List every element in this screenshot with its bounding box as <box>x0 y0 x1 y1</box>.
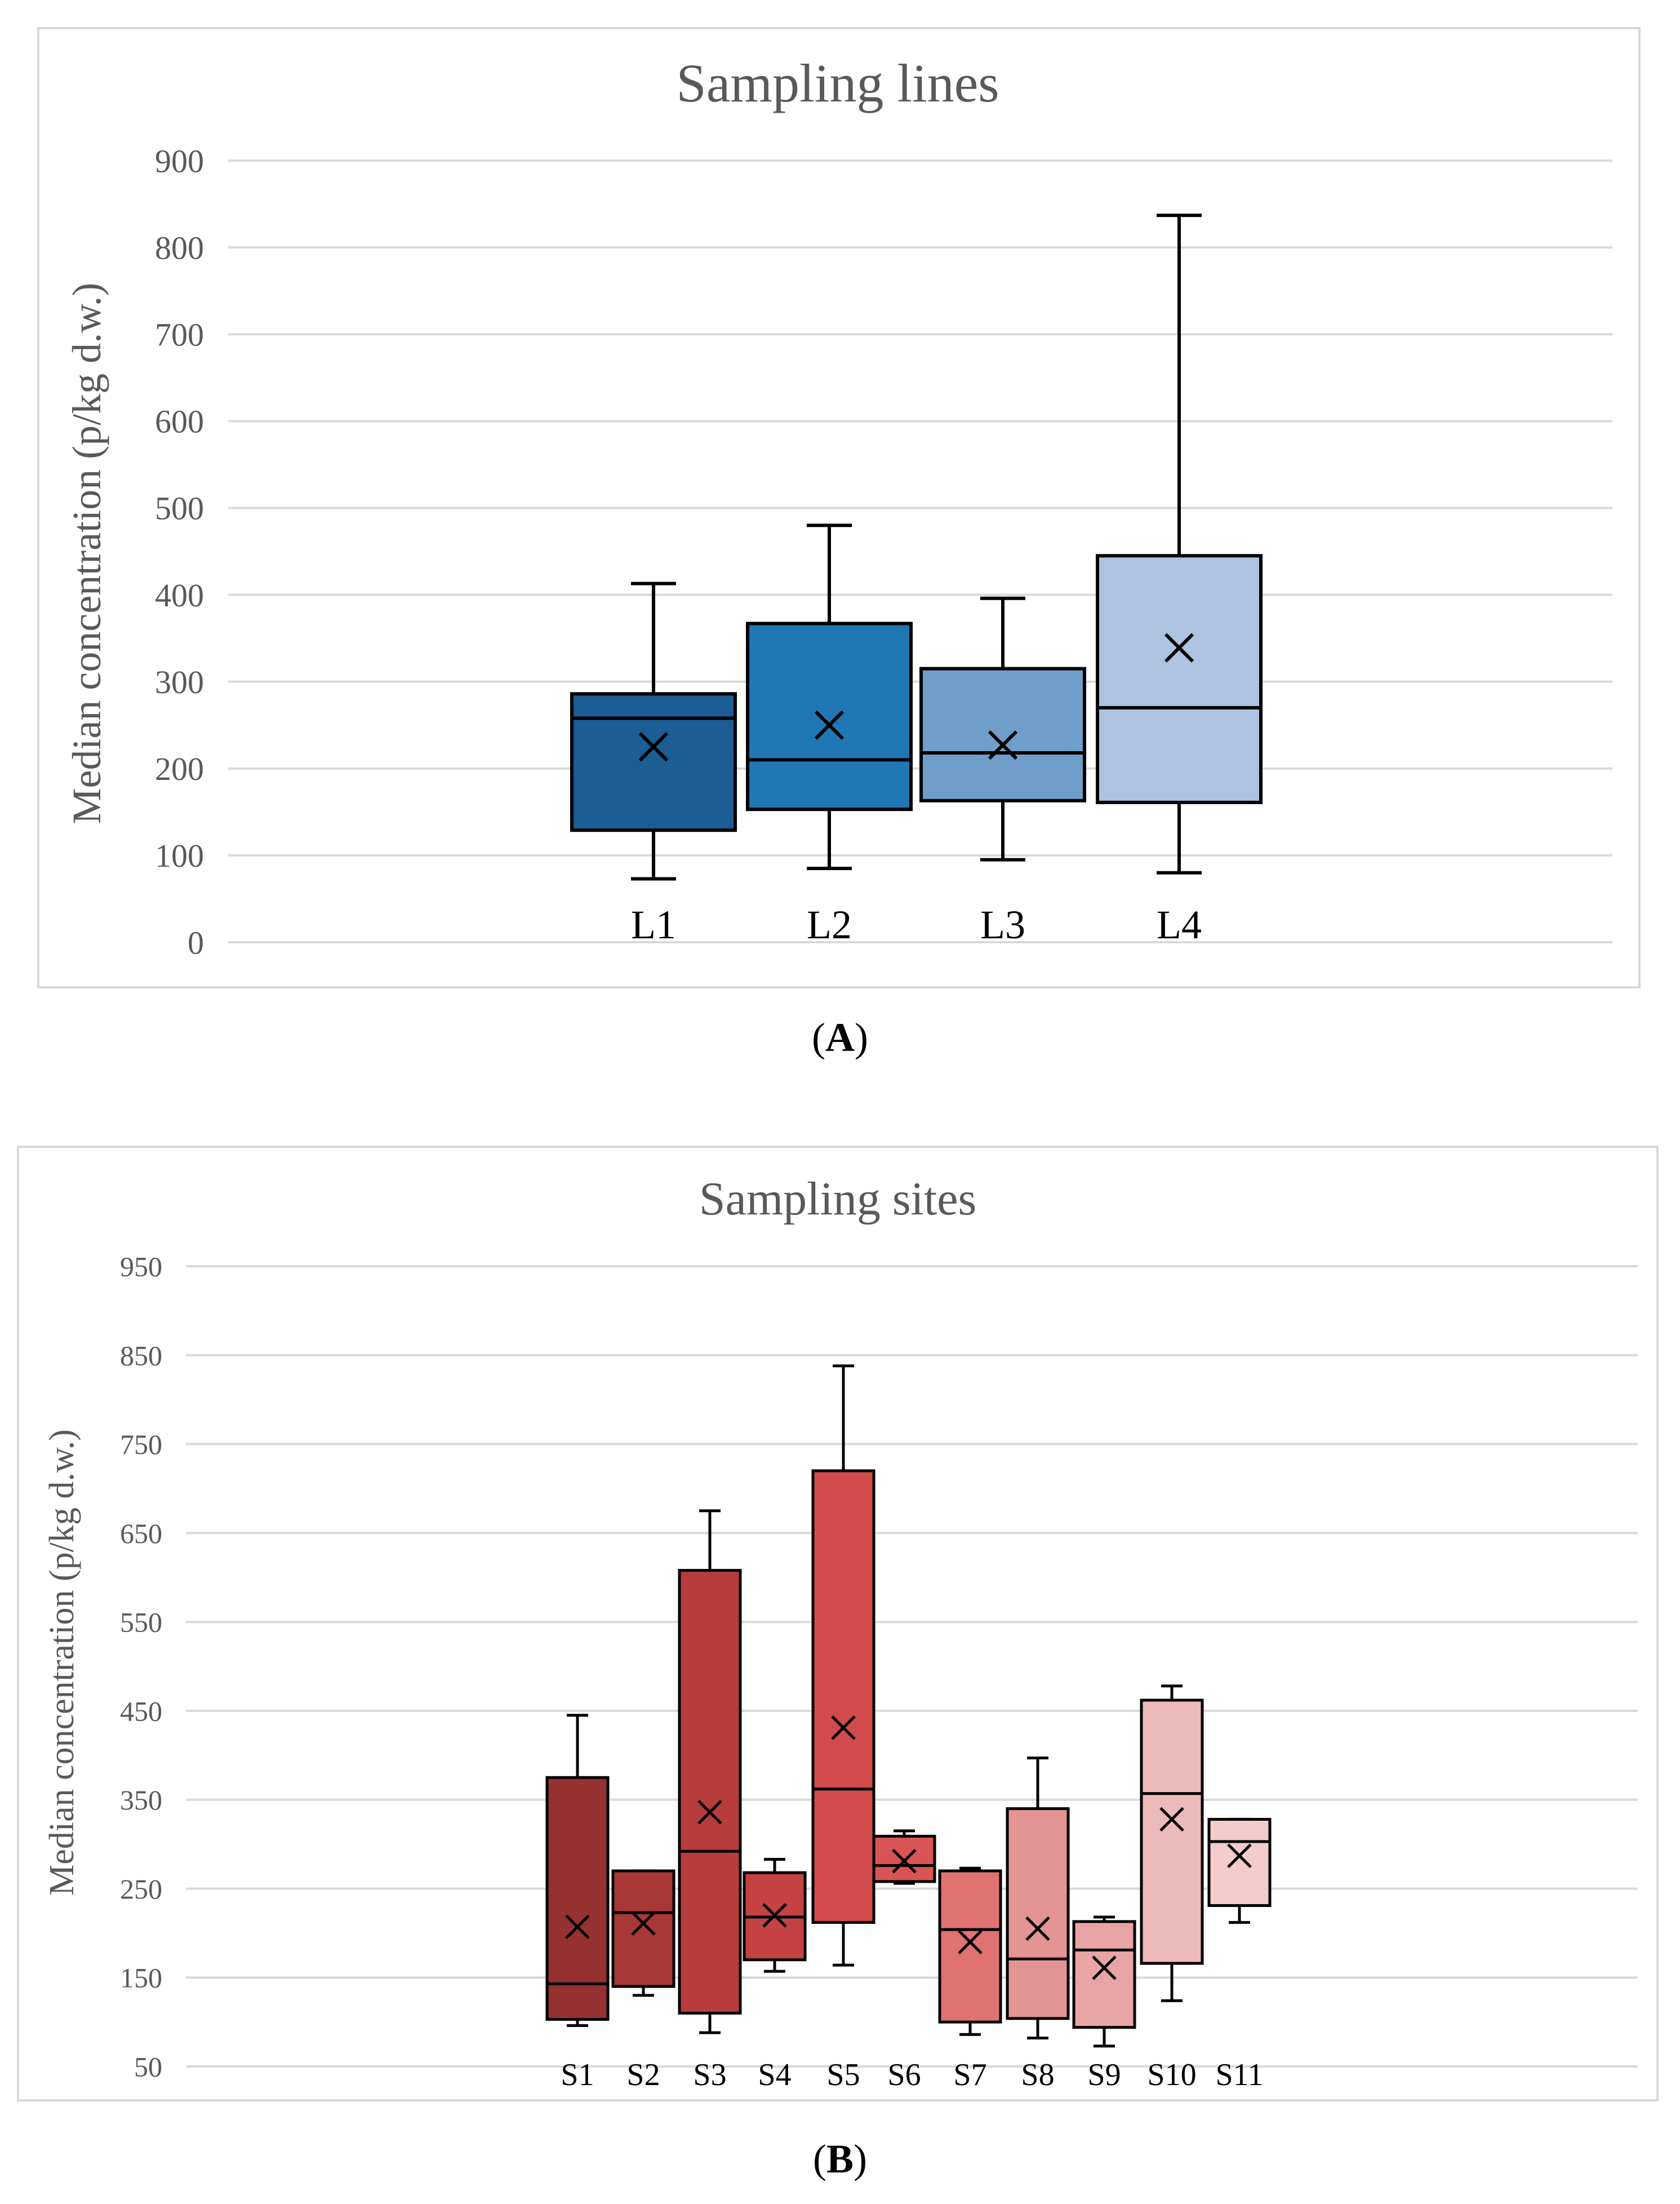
chart-b-category-label-s2: S2 <box>626 2057 660 2092</box>
chart-b-mean-marker-s2 <box>631 1911 656 1936</box>
chart-b-category-label-s3: S3 <box>693 2057 726 2092</box>
chart-b-box-s9 <box>1072 1920 1136 2029</box>
chart-b-mean-marker-s10 <box>1159 1807 1184 1832</box>
chart-a-y-tick-label: 400 <box>155 577 204 614</box>
chart-b-y-axis-label: Median concentration (p/kg d.w.) <box>43 1429 81 1896</box>
chart-b-mean-marker-s4 <box>762 1903 787 1928</box>
chart-a-y-tick-label: 200 <box>155 751 204 787</box>
chart-a-mean-marker-l4 <box>1164 633 1194 663</box>
chart-b-mean-marker-s7 <box>958 1930 983 1954</box>
chart-b-y-tick-label: 850 <box>120 1340 162 1371</box>
chart-a-category-label-l3: L3 <box>980 902 1025 947</box>
chart-b-category-label-s5: S5 <box>826 2057 860 2092</box>
chart-b-box-s6 <box>872 1834 936 1883</box>
caption-a: (A) <box>812 1015 868 1060</box>
chart-b-box-s3 <box>678 1569 742 2015</box>
chart-b-category-label-s11: S11 <box>1215 2057 1263 2092</box>
chart-b-category-label-s9: S9 <box>1087 2057 1121 2092</box>
chart-b-box-s7 <box>938 1869 1002 2024</box>
chart-b-category-label-s8: S8 <box>1021 2057 1054 2092</box>
caption-a-letter: A <box>825 1015 855 1060</box>
chart-a-y-axis-label: Median concentration (p/kg d.w.) <box>64 282 109 824</box>
chart-b-category-label-s4: S4 <box>758 2057 791 2092</box>
chart-b-y-tick-label: 450 <box>120 1695 162 1727</box>
chart-b-y-tick-label: 950 <box>120 1251 162 1283</box>
chart-a-mean-marker-l2 <box>814 710 845 740</box>
chart-b-box-s10 <box>1140 1699 1204 1965</box>
chart-b-y-tick-label: 750 <box>120 1429 162 1460</box>
chart-a-svg: Sampling lines Median concentration (p/k… <box>37 27 1641 988</box>
chart-b-box-s8 <box>1006 1807 1070 2020</box>
chart-b-y-tick-label: 350 <box>120 1784 162 1816</box>
chart-a-y-tick-label: 900 <box>155 143 204 179</box>
chart-a-box-l3 <box>919 667 1086 802</box>
chart-b-category-label-s6: S6 <box>887 2057 921 2092</box>
chart-a-box-l4 <box>1096 554 1263 804</box>
chart-b-box-s2 <box>611 1869 675 1988</box>
chart-b-y-tick-label: 550 <box>120 1607 162 1638</box>
caption-b: (B) <box>813 2136 867 2181</box>
caption-b-letter: B <box>826 2136 854 2181</box>
chart-b-y-tick-label: 150 <box>120 1962 162 1994</box>
chart-b-mean-marker-s1 <box>565 1914 590 1940</box>
chart-a-y-tick-label: 0 <box>188 924 204 961</box>
chart-b-mean-marker-s3 <box>697 1799 722 1825</box>
chart-b-y-tick-label: 50 <box>134 2051 162 2083</box>
chart-b-mean-marker-s6 <box>892 1848 917 1874</box>
chart-b-y-tick-label: 250 <box>120 1873 162 1905</box>
chart-b-category-label-s10: S10 <box>1147 2057 1196 2092</box>
chart-panel-a: Sampling lines Median concentration (p/k… <box>0 0 1680 1071</box>
chart-b-box-s1 <box>545 1776 610 2021</box>
chart-a-y-tick-label: 300 <box>155 664 204 700</box>
chart-a-mean-marker-l3 <box>988 730 1018 760</box>
chart-b-mean-marker-s9 <box>1092 1955 1117 1980</box>
chart-b-box-s11 <box>1207 1817 1272 1907</box>
chart-a-y-tick-label: 800 <box>155 229 204 266</box>
chart-a-y-tick-label: 500 <box>155 490 204 527</box>
chart-a-y-tick-label: 100 <box>155 837 204 874</box>
chart-a-category-label-l2: L2 <box>807 902 852 947</box>
chart-b-title: Sampling sites <box>699 1173 976 1225</box>
chart-b-y-tick-label: 650 <box>120 1518 162 1549</box>
chart-a-y-tick-label: 700 <box>155 317 204 353</box>
chart-a-category-label-l1: L1 <box>631 902 676 947</box>
chart-b-category-label-s7: S7 <box>953 2057 986 2092</box>
chart-a-title: Sampling lines <box>676 53 999 113</box>
chart-b-mean-marker-s8 <box>1025 1916 1050 1941</box>
chart-a-y-tick-label: 600 <box>155 403 204 440</box>
chart-a-category-label-l4: L4 <box>1157 902 1202 947</box>
chart-b-mean-marker-s5 <box>831 1715 856 1740</box>
chart-a-mean-marker-l1 <box>638 732 669 762</box>
chart-b-mean-marker-s11 <box>1227 1843 1252 1868</box>
chart-b-box-s5 <box>811 1469 875 1924</box>
chart-b-category-label-s1: S1 <box>561 2057 594 2092</box>
chart-a-box-l2 <box>746 622 913 811</box>
